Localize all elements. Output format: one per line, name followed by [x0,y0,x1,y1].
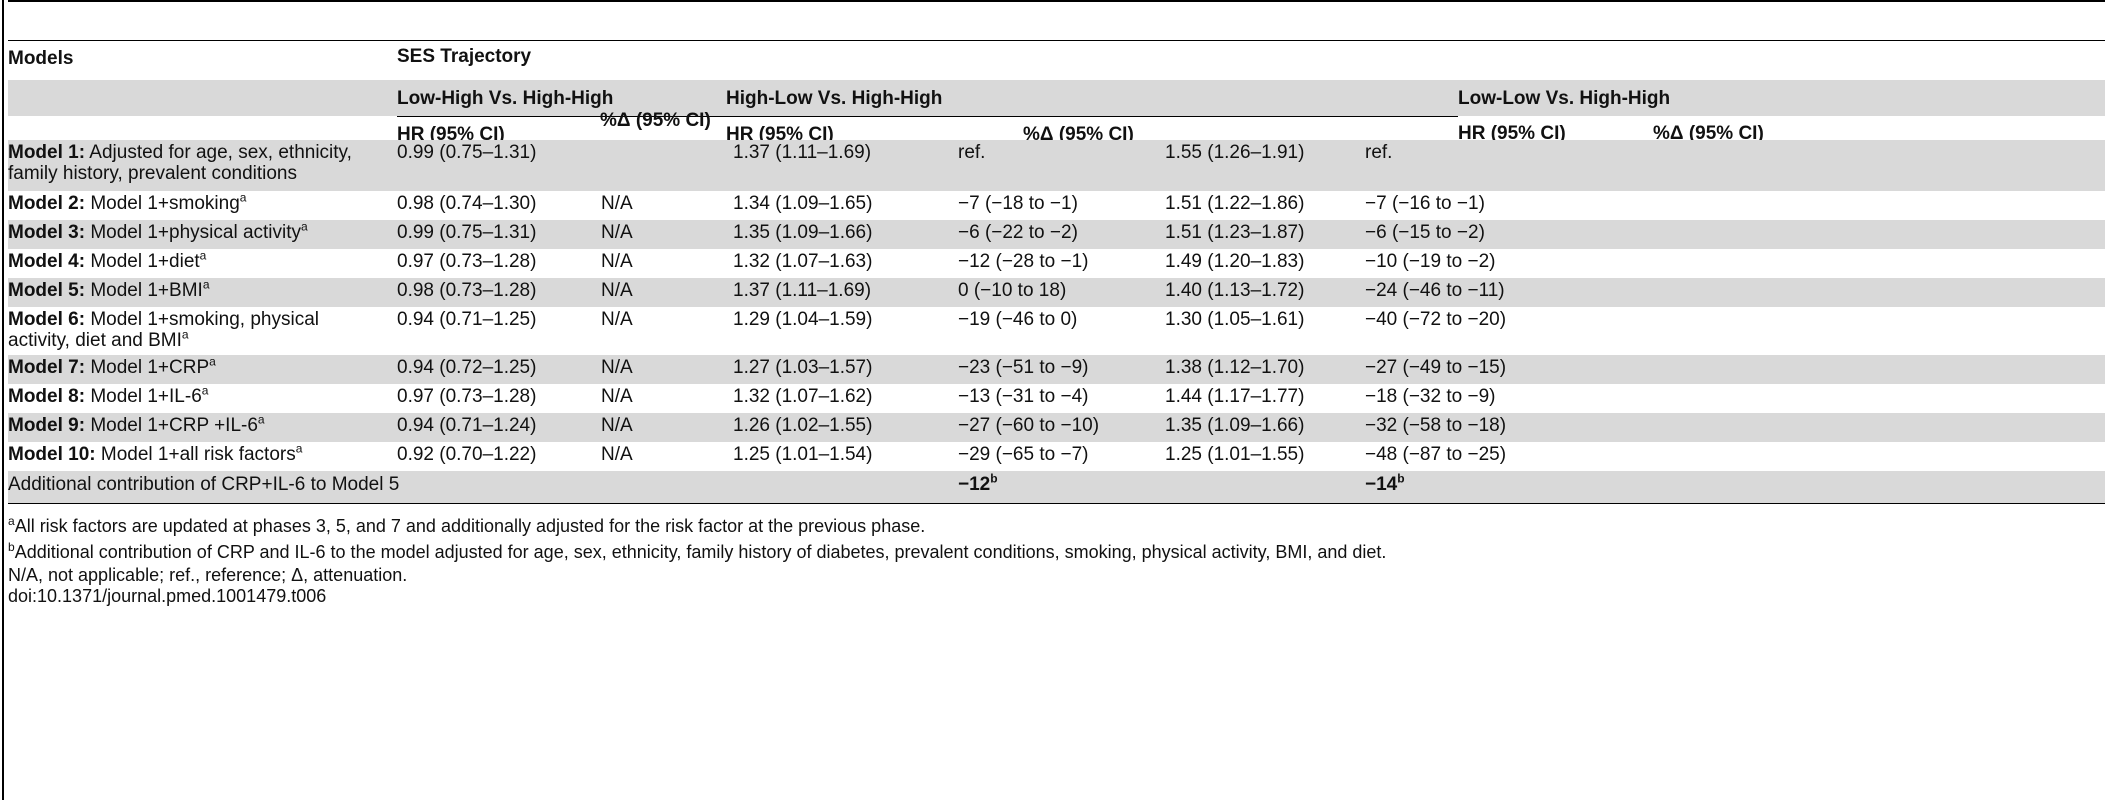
cell-c5: 1.44 (1.17–1.77) [1165,386,1305,407]
cell-c2: N/A [601,357,633,378]
cell-c2: N/A [601,193,633,214]
table-row: Model 4: Model 1+dieta 0.97 (0.73–1.28) N/… [8,249,2105,278]
cell-c5: 1.25 (1.01–1.55) [1165,444,1305,465]
cell-c4: −6 (−22 to −2) [958,222,1078,243]
cell-c1: 0.94 (0.71–1.25) [397,309,537,330]
cell-c6: −18 (−32 to −9) [1365,386,1496,407]
cell-c1: 0.97 (0.73–1.28) [397,251,537,272]
cell-c6: −7 (−16 to −1) [1365,193,1485,214]
cell-c3: 1.29 (1.04–1.59) [733,309,873,330]
table-row: Model 9: Model 1+CRP +IL-6a 0.94 (0.71–1.… [8,413,2105,442]
cell-c4: 0 (−10 to 18) [958,280,1067,301]
model-label: Model 7: Model 1+CRPa [8,354,216,378]
model-label: Model 6: Model 1+smoking, physical activi… [8,309,319,351]
cell-c2: N/A [601,251,633,272]
group-header-high-low: High-Low Vs. High-High [726,80,1458,117]
cell-c4: −12 (−28 to −1) [958,251,1089,272]
cell-c1: 0.99 (0.75–1.31) [397,222,537,243]
model-label: Model 2: Model 1+smokinga [8,190,247,214]
cell-c1: 0.92 (0.70–1.22) [397,444,537,465]
cell-c6: −40 (−72 to −20) [1365,309,1507,330]
header-empty-cell [8,80,397,116]
cell-c6: −27 (−49 to −15) [1365,357,1507,378]
cell-c4: ref. [958,142,986,163]
footnote-a: aAll risk factors are updated at phases … [8,514,926,536]
model-label: Model 4: Model 1+dieta [8,248,207,272]
cell-c2: N/A [601,444,633,465]
cell-c3: 1.35 (1.09–1.66) [733,222,873,243]
cell-c3: 1.25 (1.01–1.54) [733,444,873,465]
cell-c5: 1.55 (1.26–1.91) [1165,142,1305,163]
table-row: Model 2: Model 1+smokinga 0.98 (0.74–1.30… [8,191,2105,220]
cell-c1: 0.98 (0.73–1.28) [397,280,537,301]
cell-c4: −13 (−31 to −4) [958,386,1089,407]
cell-c4: −27 (−60 to −10) [958,415,1100,436]
footnote-abbrev: N/A, not applicable; ref., reference; Δ,… [8,565,408,585]
cell-c6: −6 (−15 to −2) [1365,222,1485,243]
pct-header-1: %Δ (95% CI) [600,110,711,131]
model-label: Model 3: Model 1+physical activitya [8,219,308,243]
additional-contribution-row: Additional contribution of CRP+IL-6 to M… [8,471,2105,504]
additional-low-low-value: −14b [1365,471,1405,495]
cell-c5: 1.30 (1.05–1.61) [1165,309,1305,330]
cell-c5: 1.35 (1.09–1.66) [1165,415,1305,436]
cell-c1: 0.97 (0.73–1.28) [397,386,537,407]
model-label: Model 10: Model 1+all risk factorsa [8,441,303,465]
cell-c2: N/A [601,386,633,407]
cell-c2: N/A [601,309,633,330]
cell-c5: 1.49 (1.20–1.83) [1165,251,1305,272]
table-row: Model 8: Model 1+IL-6a 0.97 (0.73–1.28) N/… [8,384,2105,413]
group-header-low-low: Low-Low Vs. High-High [1458,88,1671,109]
cell-c5: 1.51 (1.23–1.87) [1165,222,1305,243]
footnote-b: bAdditional contribution of CRP and IL-6… [8,540,1387,562]
cell-c4: −7 (−18 to −1) [958,193,1078,214]
model-label: Model 5: Model 1+BMIa [8,277,210,301]
cell-c3: 1.34 (1.09–1.65) [733,193,873,214]
cell-c4: −29 (−65 to −7) [958,444,1089,465]
cell-c5: 1.51 (1.22–1.86) [1165,193,1305,214]
group-header-low-high: Low-High Vs. High-High [397,80,726,117]
cell-c6: −32 (−58 to −18) [1365,415,1507,436]
cell-c2: N/A [601,280,633,301]
additional-label: Additional contribution of CRP+IL-6 to M… [8,474,400,495]
results-table: Models SES Trajectory Low-High Vs. High-… [8,44,2105,152]
additional-high-low-value: −12b [958,471,998,495]
table-row: Model 7: Model 1+CRPa 0.94 (0.72–1.25) N/A… [8,355,2105,384]
table-top-rule [8,0,2105,2]
table-left-border [2,0,4,800]
cell-c3: 1.26 (1.02–1.55) [733,415,873,436]
table-row: Model 5: Model 1+BMIa 0.98 (0.73–1.28) N/A… [8,278,2105,307]
cell-c1: 0.99 (0.75–1.31) [397,142,537,163]
cell-c3: 1.37 (1.11–1.69) [733,142,872,163]
model-label: Model 8: Model 1+IL-6a [8,383,209,407]
cell-c1: 0.98 (0.74–1.30) [397,193,537,214]
cell-c1: 0.94 (0.72–1.25) [397,357,537,378]
models-header: Models [8,48,74,69]
model-label: Model 9: Model 1+CRP +IL-6a [8,412,265,436]
table-row: Model 1: Adjusted for age, sex, ethnicit… [8,140,2105,191]
cell-c4: −23 (−51 to −9) [958,357,1089,378]
model-label: Model 1: Adjusted for age, sex, ethnicit… [8,142,352,184]
footnote-doi: doi:10.1371/journal.pmed.1001479.t006 [8,586,327,606]
table-row: Model 3: Model 1+physical activitya 0.99 … [8,220,2105,249]
table-header-rule [8,40,2105,41]
cell-c3: 1.32 (1.07–1.62) [733,386,873,407]
cell-c3: 1.37 (1.11–1.69) [733,280,872,301]
cell-c6: −24 (−46 to −11) [1365,280,1505,301]
cell-c4: −19 (−46 to 0) [958,309,1078,330]
footnotes: aAll risk factors are updated at phases … [8,513,1386,607]
cell-c3: 1.27 (1.03–1.57) [733,357,873,378]
cell-c6: −10 (−19 to −2) [1365,251,1496,272]
cell-c5: 1.40 (1.13–1.72) [1165,280,1305,301]
cell-c2: N/A [601,415,633,436]
table-row: Model 6: Model 1+smoking, physical activi… [8,307,2105,355]
table-row: Model 10: Model 1+all risk factorsa 0.92 … [8,442,2105,471]
cell-c1: 0.94 (0.71–1.24) [397,415,537,436]
cell-c6: −48 (−87 to −25) [1365,444,1507,465]
cell-c3: 1.32 (1.07–1.63) [733,251,873,272]
ses-trajectory-header: SES Trajectory [397,46,532,67]
cell-c5: 1.38 (1.12–1.70) [1165,357,1305,378]
cell-c6: ref. [1365,142,1393,163]
cell-c2: N/A [601,222,633,243]
